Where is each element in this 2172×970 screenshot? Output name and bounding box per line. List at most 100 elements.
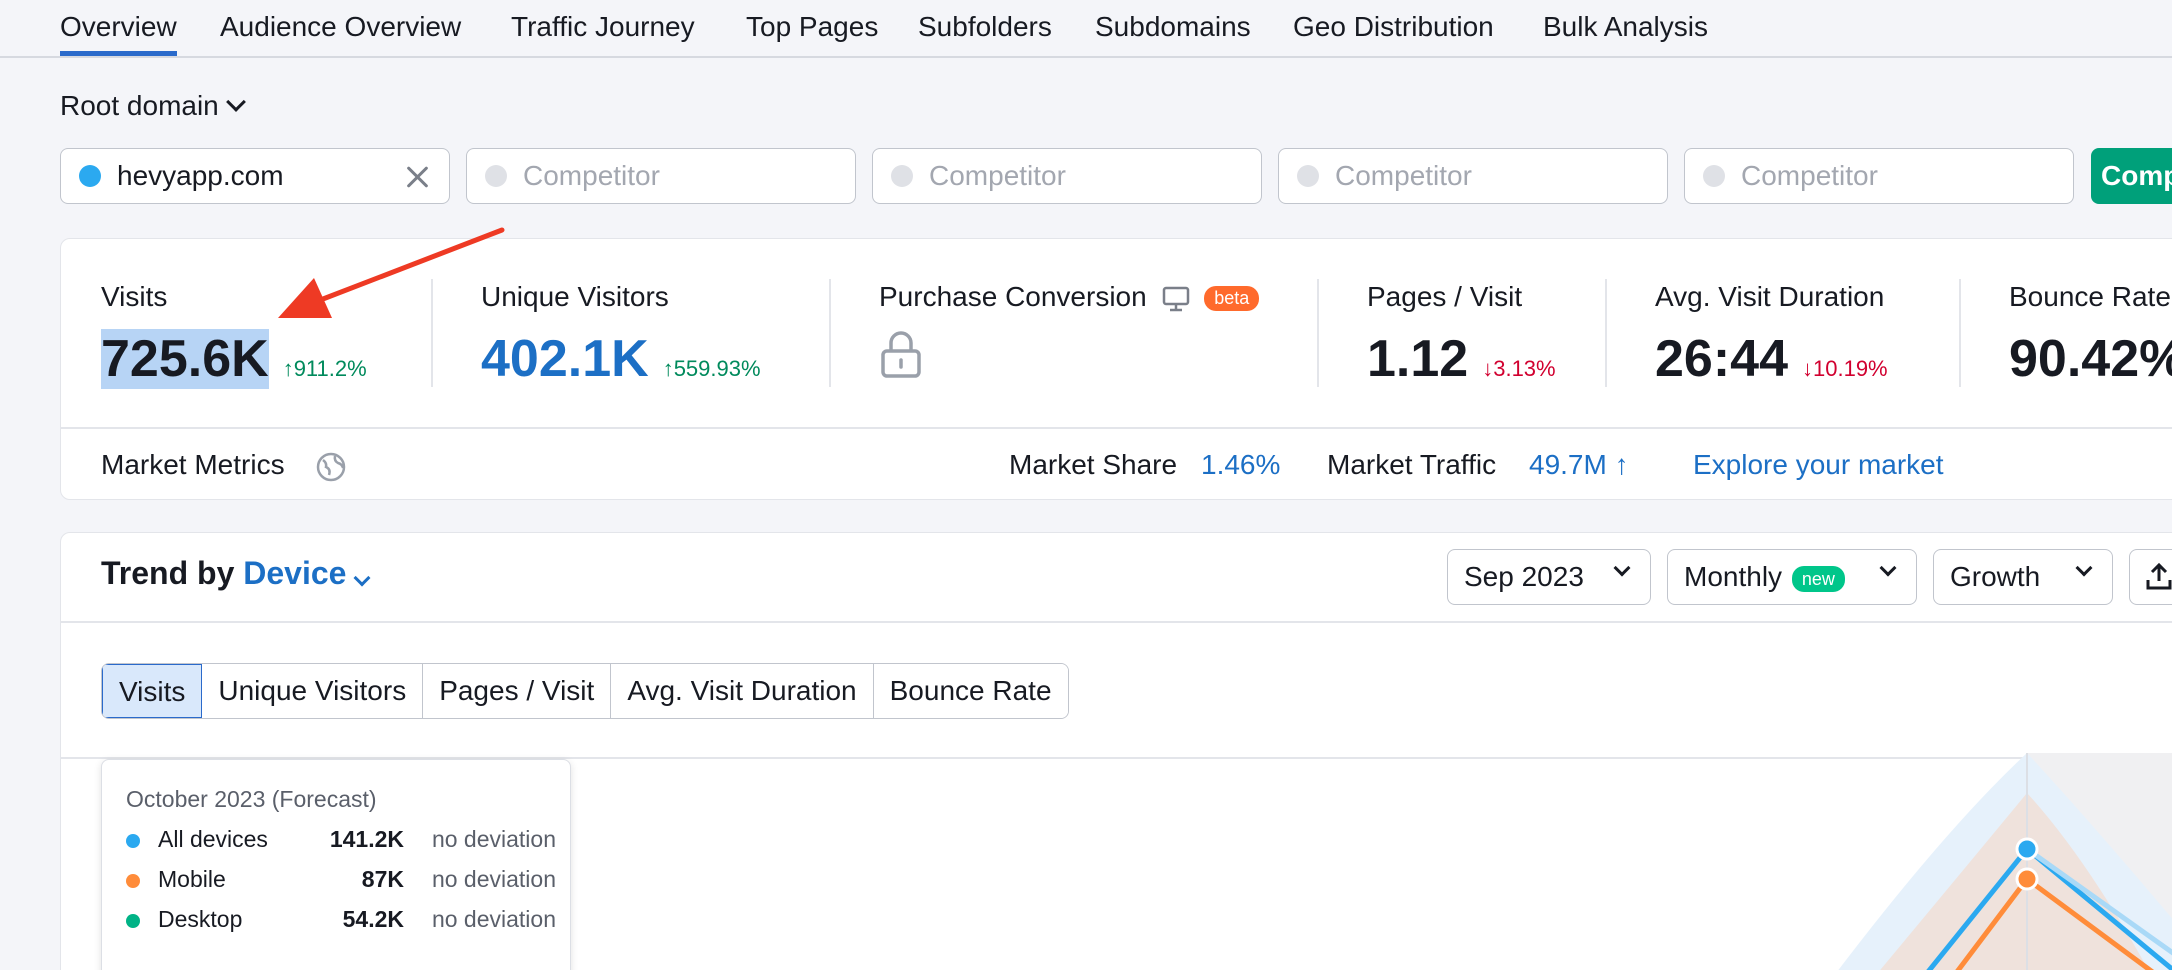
metric-label: Purchase Conversion beta [879,281,1260,313]
domain-color-dot [485,165,507,187]
metric-delta: ↓3.13% [1482,356,1556,381]
tab-geo-distribution[interactable]: Geo Distribution [1293,11,1494,42]
domain-color-dot [1297,165,1319,187]
market-metrics-label: Market Metrics [101,449,285,480]
new-badge: new [1791,565,1845,592]
divider [1317,279,1319,387]
competitor-placeholder: Competitor [929,160,1066,191]
primary-domain-value: hevyapp.com [117,160,284,191]
point-all-devices[interactable] [2015,837,2039,861]
tab-subfolders[interactable]: Subfolders [918,11,1052,42]
series-value: 87K [361,866,404,892]
explore-market-link[interactable]: Explore your market [1693,449,1944,480]
segment-visits[interactable]: Visits [102,664,203,718]
metric-value: 402.1K [481,330,649,388]
competitor-input-4[interactable]: Competitor [1684,148,2074,204]
legend-dot [126,914,140,928]
competitor-input-2[interactable]: Competitor [872,148,1262,204]
metrics-card: Visits 725.6K ↑911.2% Unique Visitors 402… [60,238,2172,500]
series-status: no deviation [431,906,556,932]
tooltip-row: Desktop 54.2K no deviation [126,906,556,936]
metric-value: 1.12 [1367,330,1469,388]
chevron-down-icon [353,569,371,587]
forecast-line-all-devices [2025,846,2172,956]
period-select[interactable]: Monthly new [1667,549,1917,605]
primary-domain-input[interactable]: hevyapp.com [60,148,450,204]
root-domain-dropdown[interactable]: Root domain [60,90,246,122]
series-name: All devices [158,826,268,852]
tooltip-title: October 2023 (Forecast) [126,786,377,812]
chevron-down-icon [225,92,246,112]
metric-delta: ↑559.93% [662,356,761,381]
domain-color-dot [1703,165,1725,187]
divider [431,279,433,387]
competitor-placeholder: Competitor [523,160,660,191]
tab-bulk-analysis[interactable]: Bulk Analysis [1543,11,1708,42]
metric-visits[interactable]: Visits 725.6K ↑911.2% [101,281,367,389]
legend-dot [126,874,140,888]
series-name: Mobile [158,866,226,892]
export-button[interactable] [2129,549,2172,605]
beta-badge: beta [1204,286,1260,312]
tab-top-pages[interactable]: Top Pages [746,11,879,42]
metric-delta: ↑911.2% [282,356,367,381]
tooltip-row: All devices 141.2K no deviation [126,826,556,856]
date-select[interactable]: Sep 2023 [1447,549,1651,605]
divider [61,621,2172,623]
metric-value: 90.42% [2009,330,2172,388]
series-name: Desktop [158,906,243,932]
metric-unique-visitors[interactable]: Unique Visitors 402.1K ↑559.93% [481,281,761,389]
competitor-input-1[interactable]: Competitor [466,148,856,204]
segment-unique-visitors[interactable]: Unique Visitors [202,664,424,718]
close-icon[interactable] [403,163,431,191]
metric-label: Visits [101,281,168,312]
series-value: 54.2K [342,906,404,932]
metric-avg-visit-duration[interactable]: Avg. Visit Duration 26:44 ↓10.19% [1655,281,1888,389]
annotation-arrow [278,227,505,318]
compare-button[interactable]: Comp [2091,148,2172,204]
metric-value: 725.6K [101,329,269,389]
metric-purchase-conversion[interactable]: Purchase Conversion beta [879,281,1260,378]
series-status: no deviation [431,866,556,892]
tab-subdomains[interactable]: Subdomains [1095,11,1251,42]
root-domain-label: Root domain [60,90,219,121]
metric-pages-visit[interactable]: Pages / Visit 1.12 ↓3.13% [1367,281,1556,389]
globe-icon[interactable] [315,451,347,483]
tab-traffic-journey[interactable]: Traffic Journey [511,11,695,42]
device-dropdown[interactable]: Device [243,555,371,591]
metric-delta: ↓10.19% [1802,356,1888,381]
divider [61,427,2172,429]
metric-value: 26:44 [1655,330,1788,388]
divider [1605,279,1607,387]
confidence-band-inner [1880,793,2149,970]
tooltip-row: Mobile 87K no deviation [126,866,556,896]
market-traffic-value: 49.7M ↑ [1529,449,1629,480]
chart-tooltip: October 2023 (Forecast) All devices 141.… [101,759,571,970]
tab-overview[interactable]: Overview [60,8,177,56]
chevron-down-icon [2075,559,2093,577]
point-mobile[interactable] [2015,867,2039,891]
chevron-down-icon [1613,559,1631,577]
lock-icon [881,331,921,378]
monitor-icon [1163,286,1190,311]
trend-title: Trend by Device [101,555,371,592]
chevron-down-icon [1879,559,1897,577]
metric-label: Bounce Rate [2009,281,2171,312]
metric-bounce-rate[interactable]: Bounce Rate 90.42% [2009,281,2172,389]
trend-chart [1838,753,2172,970]
metric-label: Unique Visitors [481,281,669,312]
chart-top-border [61,757,2172,759]
mode-select[interactable]: Growth [1933,549,2113,605]
metric-segmented-control: Visits Unique Visitors Pages / Visit Avg… [101,663,1069,719]
segment-bounce-rate[interactable]: Bounce Rate [873,664,1068,718]
segment-pages-visit[interactable]: Pages / Visit [423,664,612,718]
competitor-input-3[interactable]: Competitor [1278,148,1668,204]
series-value: 141.2K [329,826,404,852]
segment-avg-visit-duration[interactable]: Avg. Visit Duration [611,664,874,718]
series-status: no deviation [431,826,556,852]
top-nav: Overview Audience Overview Traffic Journ… [0,0,2172,58]
competitor-placeholder: Competitor [1335,160,1472,191]
tab-audience-overview[interactable]: Audience Overview [220,11,462,42]
market-share-value: 1.46% [1201,449,1281,480]
competitor-placeholder: Competitor [1741,160,1878,191]
